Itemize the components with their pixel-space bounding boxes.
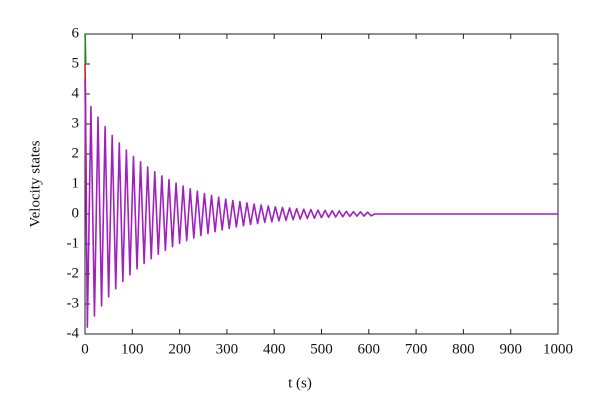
x-tick-label: 500 [310, 341, 333, 357]
y-tick-label: -1 [67, 235, 80, 251]
y-tick-label: 1 [72, 175, 80, 191]
y-tick-label: 4 [72, 85, 80, 101]
y-tick-label: -4 [67, 325, 80, 341]
x-tick-label: 200 [168, 341, 191, 357]
data-line [84, 33, 87, 65]
x-tick-label: 600 [358, 341, 381, 357]
y-tick-label: -2 [67, 265, 80, 281]
y-tick-label: 5 [72, 55, 80, 71]
x-tick-label: 900 [499, 341, 522, 357]
x-tick-label: 700 [405, 341, 428, 357]
x-tick-label: 300 [216, 341, 239, 357]
y-tick-label: 0 [72, 205, 80, 221]
x-tick-label: 800 [452, 341, 475, 357]
x-tick-label: 100 [121, 341, 144, 357]
x-axis-label: t (s) [288, 375, 312, 391]
y-tick-label: 3 [72, 115, 80, 131]
y-tick-label: 6 [72, 25, 80, 41]
x-tick-label: 1000 [543, 341, 573, 357]
y-axis-label: Velocity states [27, 140, 43, 227]
x-tick-label: 400 [263, 341, 286, 357]
x-tick-label: 0 [81, 341, 89, 357]
y-tick-label: -3 [67, 295, 80, 311]
y-tick-label: 2 [72, 145, 80, 161]
data-line [84, 78, 558, 328]
